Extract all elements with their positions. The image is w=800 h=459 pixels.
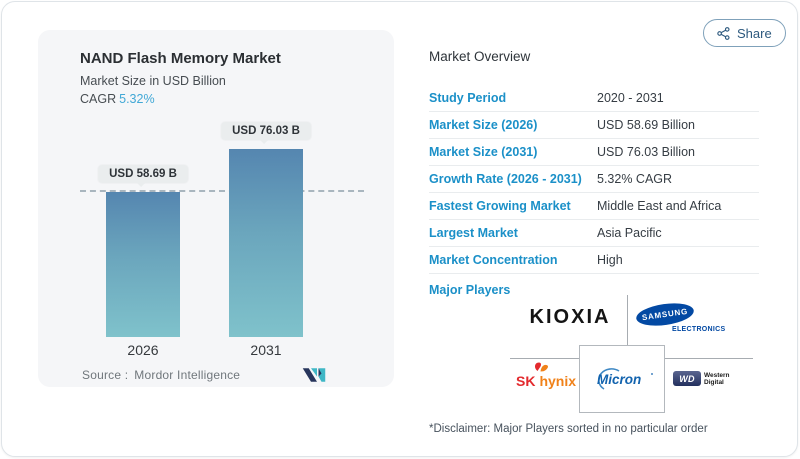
kioxia-logo: KIOXIA	[529, 306, 611, 328]
sk-hynix-text: SK hynix	[516, 373, 576, 391]
major-players-label: Major Players	[429, 283, 511, 297]
players-divider-vertical	[627, 295, 628, 345]
row-label: Market Size (2026)	[429, 118, 538, 132]
reference-dashed-line	[80, 190, 364, 192]
cagr-value: 5.32%	[119, 92, 155, 106]
wd-line1: Western	[704, 371, 730, 379]
x-axis-label-2026: 2026	[127, 342, 159, 358]
table-row-largest-market: Largest Market Asia Pacific	[429, 220, 759, 247]
chart-subtitle: Market Size in USD Billion	[80, 74, 226, 88]
row-value: 5.32% CAGR	[597, 172, 673, 186]
mordor-intelligence-logo-icon	[302, 366, 326, 389]
hynix-text: hynix	[539, 373, 577, 389]
table-row-study-period: Study Period 2020 - 2031	[429, 85, 759, 112]
row-value: Middle East and Africa	[597, 199, 722, 213]
sk-text: SK	[516, 373, 536, 389]
panel-title: Market Overview	[429, 49, 531, 64]
micron-logo-box: Micron	[579, 345, 665, 413]
x-axis-label-2031: 2031	[250, 342, 282, 358]
micron-logo: Micron	[597, 368, 653, 390]
bar-2031	[229, 149, 303, 337]
source-value: Mordor Intelligence	[134, 368, 241, 382]
svg-text:Micron: Micron	[597, 372, 641, 387]
table-row-fastest-growing-market: Fastest Growing Market Middle East and A…	[429, 193, 759, 220]
players-divider-horizontal-left	[510, 358, 579, 359]
chart-cagr: CAGR 5.32%	[80, 92, 155, 106]
cagr-label: CAGR	[80, 92, 117, 106]
value-label-2026: USD 58.69 B	[98, 165, 188, 187]
sk-hynix-logo: SK hynix	[516, 362, 582, 394]
bar-chart-plot: USD 58.69 B USD 76.03 B	[38, 120, 394, 337]
disclaimer-text: *Disclaimer: Major Players sorted in no …	[429, 423, 708, 435]
western-digital-logo: WD Western Digital	[673, 371, 730, 386]
table-row-market-concentration: Market Concentration High	[429, 247, 759, 274]
wd-line2: Digital	[704, 378, 724, 386]
row-value: USD 58.69 Billion	[597, 118, 695, 132]
samsung-electronics-logo: SAMSUNG ELECTRONICS	[634, 300, 726, 333]
row-label: Fastest Growing Market	[429, 199, 571, 213]
table-row-market-size-2031: Market Size (2031) USD 76.03 Billion	[429, 139, 759, 166]
players-divider-horizontal-right	[665, 358, 753, 359]
sk-butterfly-icon	[534, 362, 549, 372]
row-label: Growth Rate (2026 - 2031)	[429, 172, 582, 186]
share-button-label: Share	[737, 25, 772, 41]
source-label: Source :	[82, 368, 129, 382]
row-label: Study Period	[429, 91, 507, 105]
bar-2026	[106, 192, 180, 337]
share-icon	[717, 26, 730, 40]
samsung-electronics-text: ELECTRONICS	[672, 326, 726, 333]
row-label: Market Concentration	[429, 253, 558, 267]
western-digital-text: Western Digital	[704, 372, 730, 386]
samsung-ellipse-icon: SAMSUNG	[634, 300, 696, 329]
wd-badge-icon: WD	[673, 371, 701, 386]
chart-source: Source : Mordor Intelligence	[82, 368, 240, 382]
overview-table: Study Period 2020 - 2031 Market Size (20…	[429, 85, 759, 274]
share-button[interactable]: Share	[703, 19, 786, 47]
value-label-2031: USD 76.03 B	[221, 122, 311, 144]
row-label: Market Size (2031)	[429, 145, 538, 159]
row-value: Asia Pacific	[597, 226, 662, 240]
chart-title: NAND Flash Memory Market	[80, 50, 281, 67]
row-value: USD 76.03 Billion	[597, 145, 695, 159]
table-row-market-size-2026: Market Size (2026) USD 58.69 Billion	[429, 112, 759, 139]
table-row-growth-rate: Growth Rate (2026 - 2031) 5.32% CAGR	[429, 166, 759, 193]
row-label: Largest Market	[429, 226, 518, 240]
row-value: High	[597, 253, 623, 267]
row-value: 2020 - 2031	[597, 91, 664, 105]
chart-card: NAND Flash Memory Market Market Size in …	[38, 30, 394, 387]
